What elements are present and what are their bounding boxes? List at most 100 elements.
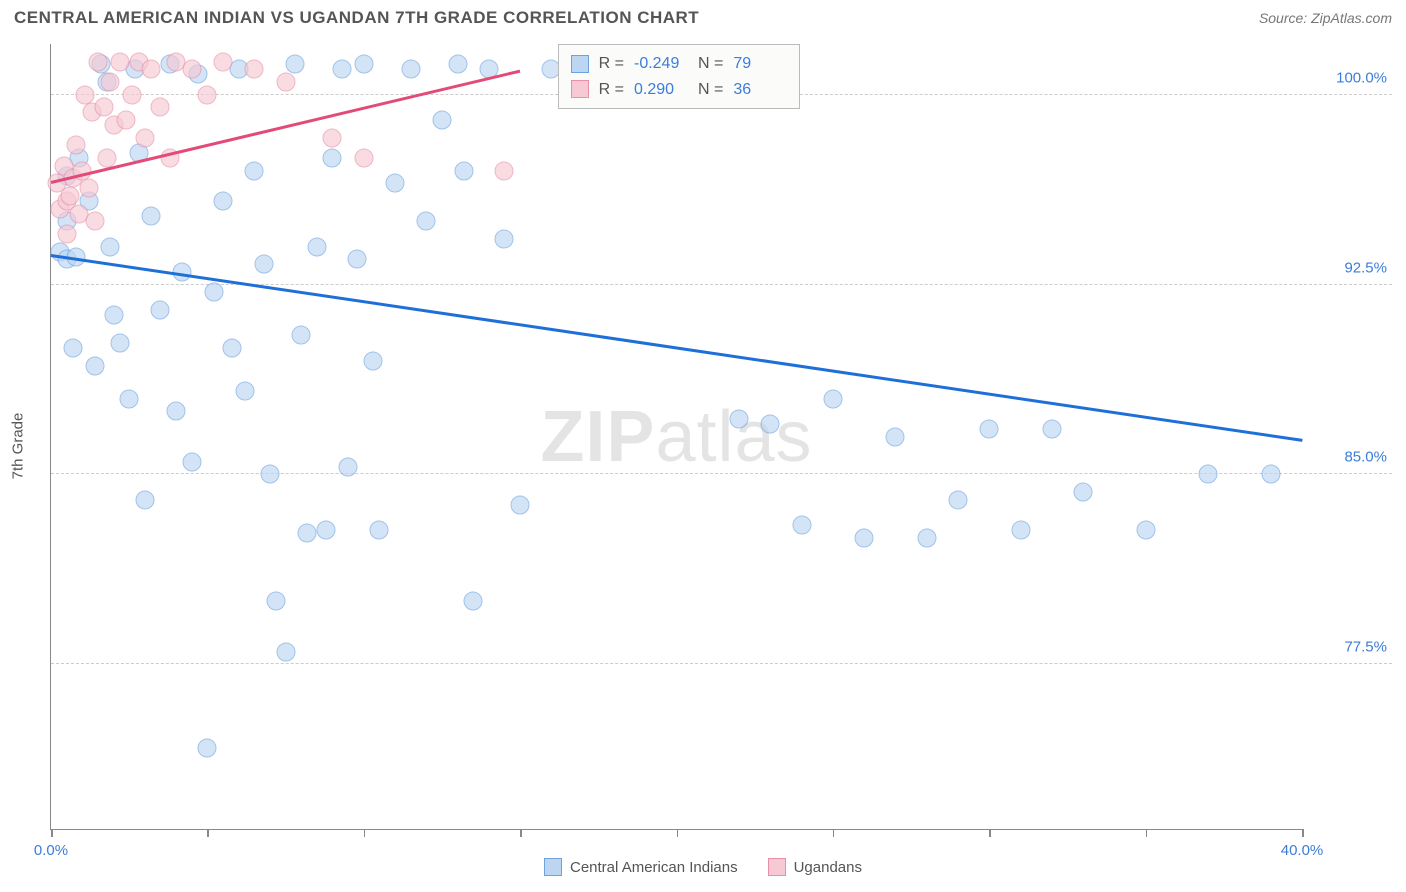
stats-r-label: R = bbox=[599, 77, 624, 103]
point-central-american bbox=[364, 351, 383, 370]
legend: Central American Indians Ugandans bbox=[0, 858, 1406, 876]
gridline bbox=[51, 663, 1392, 664]
point-ugandan bbox=[101, 72, 120, 91]
stats-r-value: 0.290 bbox=[634, 77, 688, 103]
x-tick bbox=[520, 829, 522, 837]
point-central-american bbox=[104, 305, 123, 324]
point-ugandan bbox=[117, 110, 136, 129]
x-tick bbox=[833, 829, 835, 837]
point-central-american bbox=[761, 414, 780, 433]
point-central-american bbox=[182, 452, 201, 471]
point-central-american bbox=[332, 60, 351, 79]
y-tick-label: 92.5% bbox=[1344, 259, 1387, 276]
point-central-american bbox=[386, 174, 405, 193]
source-attribution: Source: ZipAtlas.com bbox=[1259, 10, 1392, 26]
x-tick bbox=[677, 829, 679, 837]
x-tick bbox=[1302, 829, 1304, 837]
point-central-american bbox=[792, 516, 811, 535]
stats-swatch-icon bbox=[571, 55, 589, 73]
point-ugandan bbox=[67, 136, 86, 155]
x-tick bbox=[989, 829, 991, 837]
point-central-american bbox=[354, 55, 373, 74]
plot-region: ZIPatlas 77.5%85.0%92.5%100.0%0.0%40.0%R… bbox=[50, 44, 1302, 830]
point-ugandan bbox=[245, 60, 264, 79]
point-central-american bbox=[432, 110, 451, 129]
point-central-american bbox=[151, 300, 170, 319]
point-ugandan bbox=[76, 85, 95, 104]
watermark: ZIPatlas bbox=[540, 396, 812, 478]
legend-swatch-icon bbox=[768, 858, 786, 876]
point-central-american bbox=[254, 255, 273, 274]
stats-swatch-icon bbox=[571, 80, 589, 98]
point-central-american bbox=[317, 521, 336, 540]
point-central-american bbox=[917, 528, 936, 547]
stats-r-label: R = bbox=[599, 51, 624, 77]
point-central-american bbox=[142, 207, 161, 226]
point-central-american bbox=[448, 55, 467, 74]
point-central-american bbox=[101, 237, 120, 256]
point-central-american bbox=[110, 333, 129, 352]
stats-r-value: -0.249 bbox=[634, 51, 688, 77]
x-tick-label: 40.0% bbox=[1281, 842, 1324, 859]
point-central-american bbox=[167, 402, 186, 421]
page-title: CENTRAL AMERICAN INDIAN VS UGANDAN 7TH G… bbox=[14, 8, 699, 28]
point-ugandan bbox=[60, 186, 79, 205]
point-ugandan bbox=[354, 148, 373, 167]
legend-item-central-american: Central American Indians bbox=[544, 858, 738, 876]
point-central-american bbox=[292, 326, 311, 345]
point-central-american bbox=[285, 55, 304, 74]
point-ugandan bbox=[88, 52, 107, 71]
point-central-american bbox=[223, 338, 242, 357]
point-ugandan bbox=[182, 60, 201, 79]
point-ugandan bbox=[323, 128, 342, 147]
point-central-american bbox=[204, 283, 223, 302]
point-central-american bbox=[454, 161, 473, 180]
point-central-american bbox=[267, 592, 286, 611]
x-tick bbox=[51, 829, 53, 837]
y-tick-label: 100.0% bbox=[1336, 69, 1387, 86]
point-ugandan bbox=[57, 224, 76, 243]
y-tick-label: 85.0% bbox=[1344, 449, 1387, 466]
x-tick bbox=[207, 829, 209, 837]
point-central-american bbox=[855, 528, 874, 547]
point-central-american bbox=[823, 389, 842, 408]
point-central-american bbox=[1074, 483, 1093, 502]
stats-row: R = 0.290 N = 36 bbox=[571, 77, 788, 103]
point-ugandan bbox=[135, 128, 154, 147]
point-central-american bbox=[370, 521, 389, 540]
point-central-american bbox=[276, 642, 295, 661]
point-central-american bbox=[235, 381, 254, 400]
legend-label: Central American Indians bbox=[570, 859, 738, 876]
stats-n-value: 36 bbox=[733, 77, 787, 103]
x-tick bbox=[1146, 829, 1148, 837]
point-ugandan bbox=[198, 85, 217, 104]
point-central-american bbox=[298, 523, 317, 542]
legend-label: Ugandans bbox=[794, 859, 862, 876]
point-central-american bbox=[1042, 419, 1061, 438]
y-tick-label: 77.5% bbox=[1344, 639, 1387, 656]
stats-n-label: N = bbox=[698, 77, 723, 103]
point-central-american bbox=[135, 490, 154, 509]
stats-box: R = -0.249 N = 79 R = 0.290 N = 36 bbox=[558, 44, 801, 109]
y-axis-title: 7th Grade bbox=[10, 413, 27, 480]
point-ugandan bbox=[85, 212, 104, 231]
point-central-american bbox=[417, 212, 436, 231]
point-central-american bbox=[1199, 465, 1218, 484]
point-central-american bbox=[323, 148, 342, 167]
point-ugandan bbox=[276, 72, 295, 91]
point-ugandan bbox=[95, 98, 114, 117]
point-central-american bbox=[214, 192, 233, 211]
point-central-american bbox=[495, 229, 514, 248]
point-central-american bbox=[260, 465, 279, 484]
chart-area: ZIPatlas 77.5%85.0%92.5%100.0%0.0%40.0%R… bbox=[50, 44, 1392, 830]
point-ugandan bbox=[98, 148, 117, 167]
gridline bbox=[51, 473, 1392, 474]
stats-row: R = -0.249 N = 79 bbox=[571, 51, 788, 77]
point-ugandan bbox=[214, 52, 233, 71]
x-tick-label: 0.0% bbox=[34, 842, 68, 859]
point-central-american bbox=[348, 250, 367, 269]
stats-n-value: 79 bbox=[733, 51, 787, 77]
point-central-american bbox=[948, 490, 967, 509]
stats-n-label: N = bbox=[698, 51, 723, 77]
point-ugandan bbox=[151, 98, 170, 117]
